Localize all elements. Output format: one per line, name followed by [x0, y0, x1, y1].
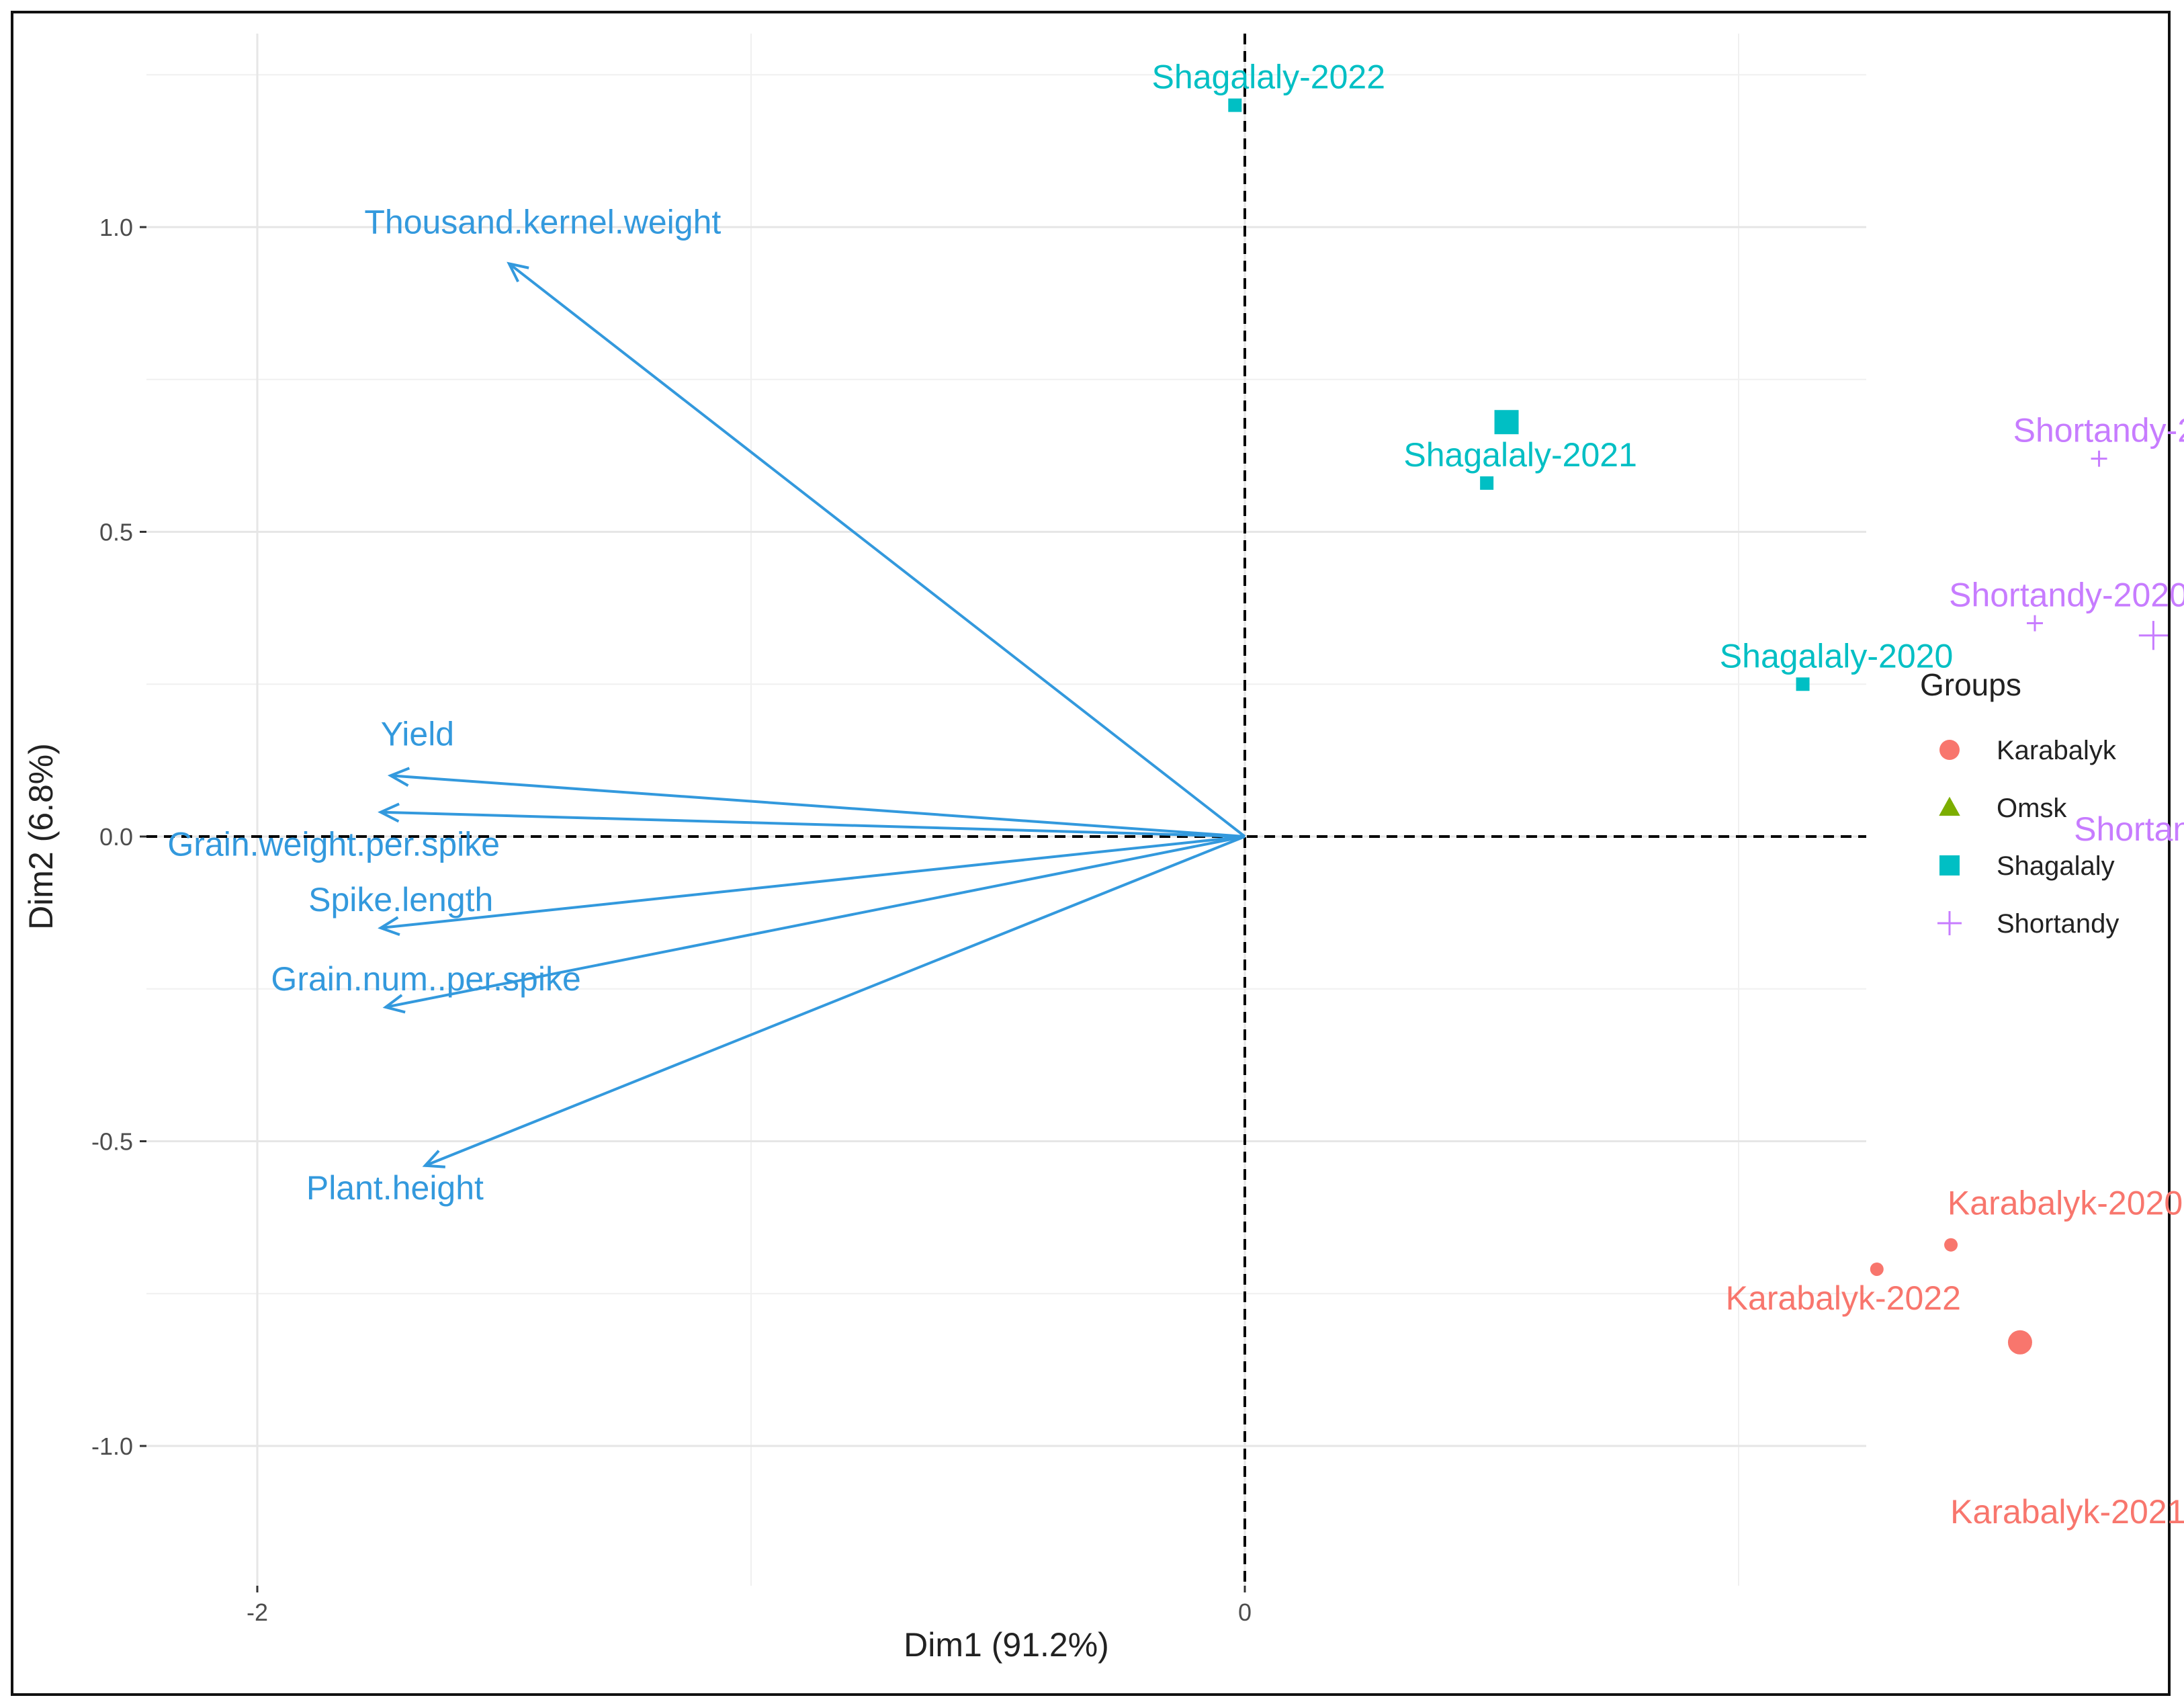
vector-arrowhead — [382, 994, 406, 1014]
legend-label: Shagalaly — [1997, 851, 2115, 881]
vector-line — [385, 835, 1246, 1009]
y-tick-label: 0.5 — [99, 519, 133, 546]
y-axis-title: Dim2 (6.8%) — [22, 743, 60, 930]
group-centroid-marker — [2007, 1330, 2032, 1355]
point-label: Karabalyk-2021 — [1950, 1493, 2184, 1531]
x-tick-label: 0 — [1238, 1598, 1252, 1626]
vector-label: Grain.weight.per.spike — [167, 826, 500, 863]
vector-line — [380, 835, 1246, 930]
legend-key-karabalyk — [1939, 740, 1960, 760]
vector-arrowhead — [422, 1150, 445, 1168]
vector-arrowhead — [507, 261, 529, 283]
vector-label: Grain.num..per.spike — [271, 960, 580, 998]
vector-arrowhead — [378, 916, 400, 937]
y-tick-label: 1.0 — [99, 214, 133, 241]
vector-label: Thousand.kernel.weight — [364, 203, 721, 241]
legend-key-shortandy — [1937, 911, 1962, 935]
vector-label: Spike.length — [308, 881, 493, 919]
legend-key-omsk — [1939, 796, 1960, 816]
point-marker — [1944, 1238, 1958, 1252]
y-tick-label: -0.5 — [91, 1128, 133, 1156]
variable-vectors: Thousand.kernel.weight Yield Grain.weight.… — [167, 203, 1246, 1207]
x-tick-label: -2 — [247, 1598, 268, 1626]
vector-arrowhead — [387, 767, 410, 787]
vector-line — [425, 835, 1246, 1167]
point-label: Karabalyk-2022 — [1726, 1279, 1961, 1317]
individual-points: Karabalyk-2020 Karabalyk-2022 Karabalyk-20… — [1152, 58, 2184, 1531]
point-marker — [1796, 677, 1810, 691]
point-marker — [1870, 1262, 1884, 1276]
group-centroid-marker — [1494, 410, 1519, 435]
vector-line — [508, 262, 1246, 838]
legend-title: Groups — [1920, 667, 2021, 702]
point-label: Shagalaly-2020 — [1720, 637, 1954, 675]
point-marker — [2091, 450, 2107, 467]
legend: Groups Karabalyk Omsk Shagalaly Shortandy — [1920, 667, 2119, 939]
y-tick-label: -1.0 — [91, 1433, 133, 1460]
vector-line — [390, 774, 1246, 838]
x-axis-title: Dim1 (91.2%) — [904, 1626, 1109, 1664]
vector-line — [380, 810, 1246, 838]
grid-layer — [146, 34, 1866, 1586]
legend-label: Shortandy — [1997, 909, 2119, 939]
legend-label: Omsk — [1997, 794, 2067, 823]
axes: -4-2021.00.50.0-0.5-1.0 — [91, 214, 1252, 1626]
point-label: Shortandy-2020 — [1949, 577, 2184, 614]
y-tick-label: 0.0 — [99, 823, 133, 851]
vector-label: Yield — [381, 715, 454, 753]
point-marker — [1480, 476, 1494, 490]
point-label: Shagalaly-2022 — [1152, 58, 1386, 96]
point-marker — [1228, 98, 1242, 112]
vector-arrowhead — [378, 802, 400, 823]
legend-key-shagalaly — [1939, 855, 1960, 876]
point-label: Shortandy-2022 — [2013, 412, 2184, 450]
reference-lines — [146, 34, 1866, 1586]
point-label: Shortandy-2021 — [2074, 810, 2184, 848]
legend-label: Karabalyk — [1997, 736, 2117, 765]
point-label: Karabalyk-2020 — [1948, 1185, 2183, 1222]
point-marker — [2027, 615, 2043, 632]
vector-label: Plant.height — [306, 1169, 484, 1207]
group-centroid-marker — [2138, 621, 2168, 650]
point-label: Shagalaly-2021 — [1403, 436, 1637, 474]
